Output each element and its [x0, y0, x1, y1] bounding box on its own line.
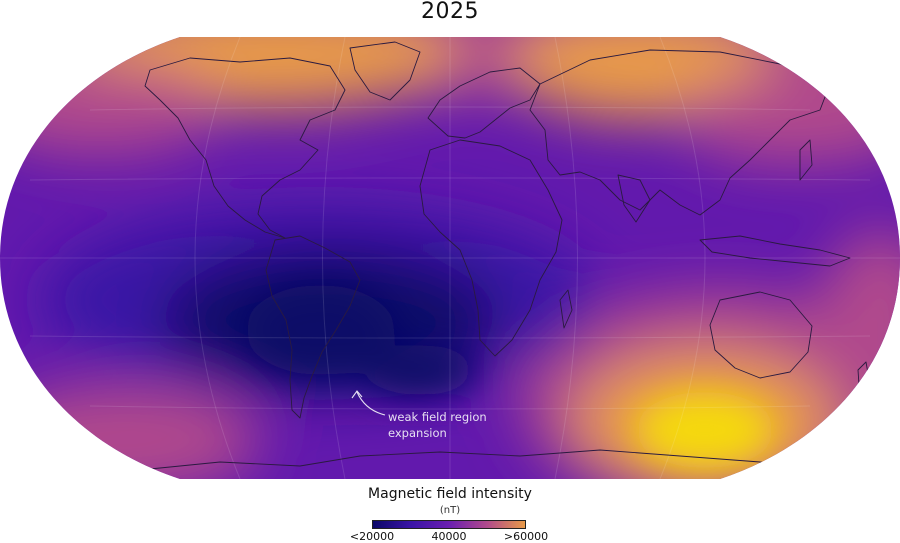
- world-map: [0, 37, 900, 479]
- legend-unit: (nT): [439, 505, 461, 516]
- annotation-arrowhead: [351, 390, 363, 399]
- europe-outline: [427, 67, 541, 139]
- annotation-weak-field-line2: expansion: [388, 426, 447, 440]
- japan-outline: [799, 139, 813, 181]
- north-america-outline: [144, 57, 346, 239]
- asia-outline: [529, 49, 831, 216]
- australia-outline: [709, 291, 813, 379]
- antarctica-outline: [139, 449, 841, 471]
- legend-tick-max: >60000: [503, 530, 549, 543]
- legend-title: Magnetic field intensity: [368, 486, 532, 502]
- annotation-weak-field-line1: weak field region: [388, 410, 487, 424]
- legend-colorbar: [372, 520, 526, 529]
- madagascar-outline: [559, 289, 573, 329]
- legend-tick-mid: 40000: [431, 530, 467, 543]
- greenland-outline: [349, 41, 421, 101]
- india-outline: [617, 174, 651, 223]
- south-america-outline: [265, 235, 361, 419]
- annotation-arrow: [356, 391, 386, 416]
- continent-outlines: [139, 41, 871, 471]
- indonesia-outline: [699, 235, 851, 267]
- legend-tick-min: <20000: [349, 530, 395, 543]
- map-title: 2025: [421, 0, 479, 24]
- africa-outline: [419, 139, 563, 357]
